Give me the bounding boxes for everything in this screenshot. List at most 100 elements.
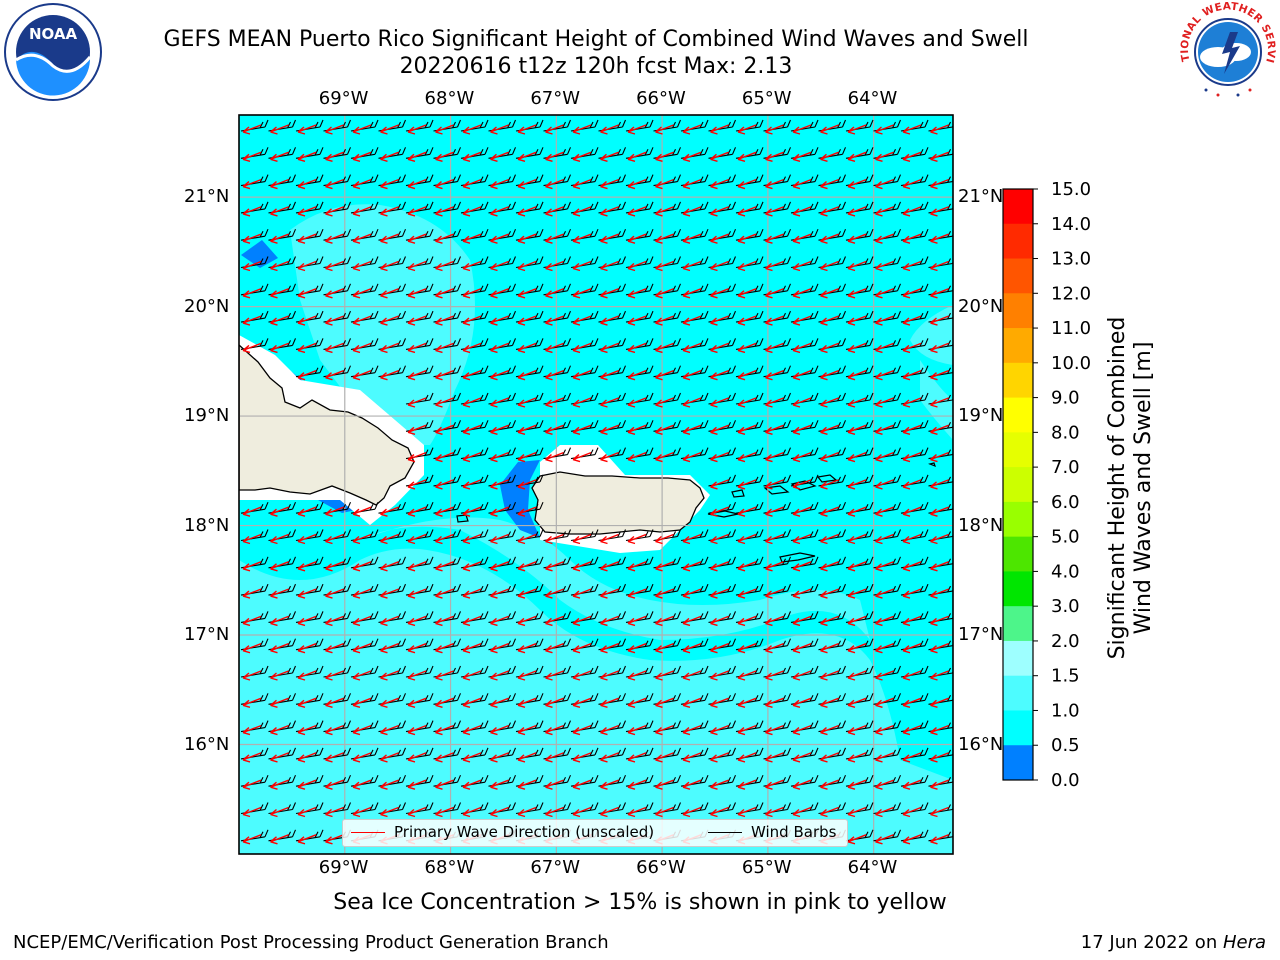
wave-direction-arrow [380, 779, 399, 790]
wave-direction-arrow [352, 724, 372, 736]
colorbar-label-line2: Wind Waves and Swell [m] [1131, 341, 1156, 635]
wave-direction-arrow [600, 370, 619, 381]
wave-direction-arrow [737, 561, 757, 572]
wave-direction-arrow [792, 397, 812, 408]
wave-direction-arrow [242, 724, 262, 736]
wave-direction-arrow [380, 315, 399, 326]
wave-direction-arrow [490, 451, 509, 463]
wave-direction-arrow [655, 451, 674, 463]
wave-direction-arrow [847, 424, 867, 435]
wave-direction-arrow [627, 643, 647, 654]
wave-direction-arrow [380, 260, 399, 272]
wave-direction-arrow [490, 615, 509, 627]
wave-direction-arrow [380, 370, 399, 381]
wave-direction-arrow [600, 752, 619, 763]
wave-direction-arrow [710, 233, 729, 244]
wave-direction-arrow [407, 370, 427, 381]
wave-direction-arrow [765, 178, 784, 190]
wave-direction-arrow [407, 206, 427, 217]
wave-direction-arrow [572, 124, 592, 135]
wave-direction-arrow [820, 779, 839, 790]
wave-direction-arrow [737, 233, 757, 244]
wave-direction-arrow [902, 260, 922, 272]
wave-direction-arrow [902, 834, 922, 845]
wave-direction-arrow [682, 370, 702, 381]
colorbar-tick-label: 8.0 [1051, 422, 1080, 443]
wave-direction-arrow [847, 806, 867, 818]
wave-direction-arrow [847, 260, 867, 272]
wave-direction-arrow [325, 178, 344, 190]
wave-direction-arrow [847, 533, 867, 545]
wave-direction-arrow [572, 370, 592, 381]
wave-direction-arrow [655, 779, 674, 790]
wave-direction-arrow [545, 615, 564, 627]
wave-direction-arrow [462, 342, 482, 354]
wave-direction-arrow [765, 124, 784, 135]
wave-direction-arrow [270, 315, 289, 326]
wave-direction-arrow [572, 588, 592, 599]
wave-direction-arrow [682, 260, 702, 272]
wave-direction-arrow [352, 370, 372, 381]
wave-direction-arrow [545, 451, 564, 463]
wave-direction-arrow [517, 206, 537, 217]
lat-tick-label: 21°N [958, 186, 1004, 208]
wave-direction-arrow [792, 288, 812, 299]
wave-direction-arrow [435, 288, 454, 299]
wave-direction-arrow [490, 779, 509, 790]
chart-title: GEFS MEAN Puerto Rico Significant Height… [163, 27, 1029, 52]
wave-direction-arrow [820, 288, 839, 299]
wave-direction-arrow [682, 561, 702, 572]
wave-direction-arrow [820, 561, 839, 572]
wave-direction-arrow [435, 752, 454, 763]
wave-direction-arrow [545, 779, 564, 790]
wave-direction-arrow [517, 124, 537, 135]
wave-direction-arrow [902, 724, 922, 736]
wave-direction-arrow [352, 697, 372, 708]
wave-direction-arrow [517, 533, 537, 545]
wave-direction-arrows-layer [242, 124, 949, 845]
wave-direction-arrow [792, 779, 812, 790]
wave-direction-arrow [325, 533, 344, 545]
lat-tick-label: 20°N [184, 295, 230, 317]
wave-direction-arrow [875, 643, 894, 654]
wave-direction-arrow [297, 370, 317, 381]
wave-direction-arrow [710, 752, 729, 763]
wave-direction-arrow [572, 724, 592, 736]
wave-direction-arrow [517, 370, 537, 381]
wave-direction-arrow [435, 260, 454, 272]
wave-direction-arrow [737, 397, 757, 408]
wave-direction-arrow [820, 124, 839, 135]
lat-tick-label: 18°N [184, 514, 230, 536]
wave-direction-arrow [902, 479, 922, 490]
wave-direction-arrow [902, 670, 922, 681]
colorbar-segment [1003, 432, 1033, 468]
wave-direction-arrow [682, 424, 702, 435]
wave-direction-arrow [655, 315, 674, 326]
wave-direction-arrow [517, 643, 537, 654]
wave-direction-arrow [462, 124, 482, 135]
colorbar-tick-label: 4.0 [1051, 561, 1080, 582]
wave-direction-arrow [545, 315, 564, 326]
wave-direction-arrow [902, 615, 922, 627]
wave-direction-arrow [270, 752, 289, 763]
wave-direction-arrow [462, 233, 482, 244]
wave-direction-arrow [627, 124, 647, 135]
wave-direction-arrow [517, 752, 537, 763]
wave-direction-arrow [820, 643, 839, 654]
wave-direction-arrow [242, 151, 262, 162]
wave-direction-arrow [407, 506, 427, 517]
wave-direction-arrow [627, 670, 647, 681]
wave-direction-arrow [572, 397, 592, 408]
wave-direction-arrow [930, 151, 949, 162]
wave-direction-arrow [930, 451, 949, 463]
wave-direction-arrow [352, 752, 372, 763]
wave-direction-arrow [270, 533, 289, 545]
wave-direction-arrow [270, 643, 289, 654]
wave-direction-arrow [297, 615, 317, 627]
colorbar-segment [1003, 501, 1033, 538]
wave-direction-arrow [792, 151, 812, 162]
wave-direction-arrow [407, 178, 427, 190]
wave-direction-arrow [875, 260, 894, 272]
wave-direction-arrow [930, 424, 949, 435]
